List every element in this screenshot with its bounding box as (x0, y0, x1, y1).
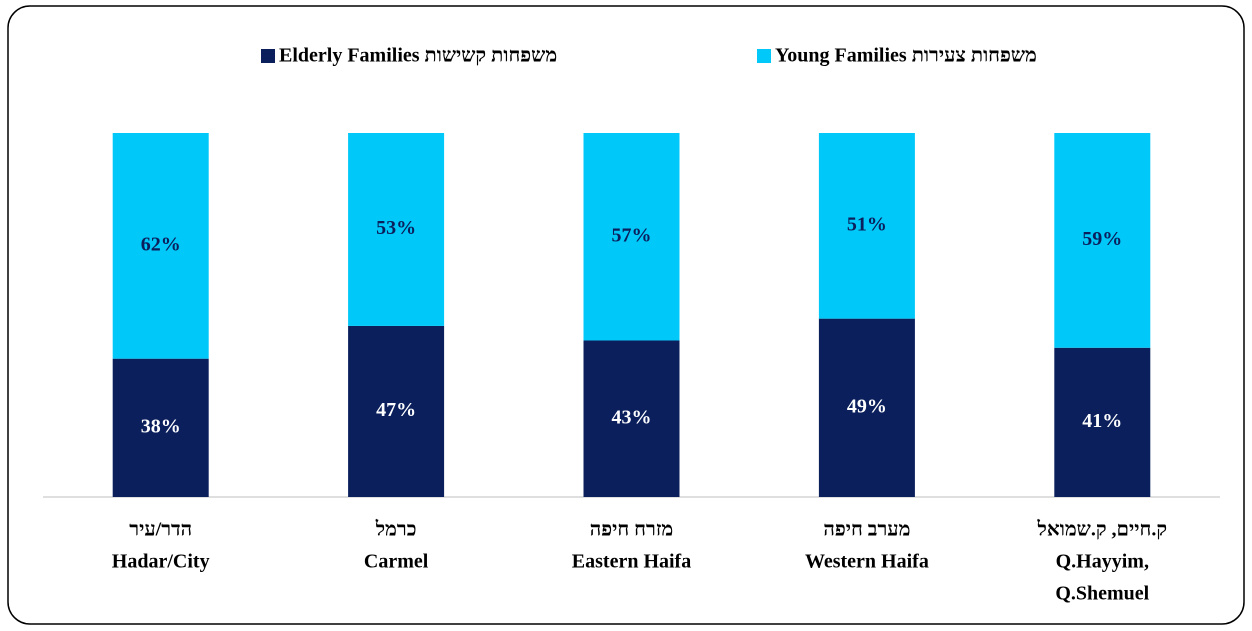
x-tick-label: מערב חיפה (823, 519, 910, 541)
x-tick-label: Q.Shemuel (1055, 583, 1149, 605)
data-label: 51% (847, 213, 887, 235)
data-label: 41% (1082, 410, 1122, 432)
bar-segment (112, 358, 209, 497)
bar-segment (112, 133, 209, 359)
legend-label: Young Families משפחות צעירות (775, 45, 1037, 67)
data-label: 47% (376, 399, 416, 421)
bar-segment (348, 133, 445, 326)
legend-swatch (757, 49, 771, 63)
bar-segment (348, 325, 445, 497)
data-label: 53% (376, 217, 416, 239)
data-label: 49% (847, 395, 887, 417)
data-label: 62% (141, 233, 181, 255)
bar-segment (583, 340, 680, 497)
x-tick-label: Carmel (364, 551, 429, 573)
x-tick-label: הדר/עיר (129, 519, 192, 541)
x-tick-label: ק.חיים, ק.שמואל (1037, 519, 1168, 541)
x-tick-label: מזרח חיפה (590, 519, 674, 541)
legend-swatch (261, 49, 275, 63)
x-tick-label: Eastern Haifa (572, 551, 691, 573)
data-label: 43% (612, 406, 652, 428)
x-tick-label: Hadar/City (112, 551, 210, 573)
bar-segment (818, 133, 915, 319)
bar-segment (583, 133, 680, 341)
x-tick-label: Q.Hayyim, (1056, 551, 1149, 573)
data-label: 59% (1082, 228, 1122, 250)
x-tick-label: כרמל (375, 519, 417, 541)
bar-segment (1054, 347, 1151, 497)
bar-segment (1054, 133, 1151, 348)
legend-label: Elderly Families משפחות קשישות (279, 45, 557, 67)
x-tick-label: Western Haifa (805, 551, 929, 573)
bar-segment (818, 318, 915, 497)
data-label: 38% (141, 415, 181, 437)
data-label: 57% (612, 224, 652, 246)
